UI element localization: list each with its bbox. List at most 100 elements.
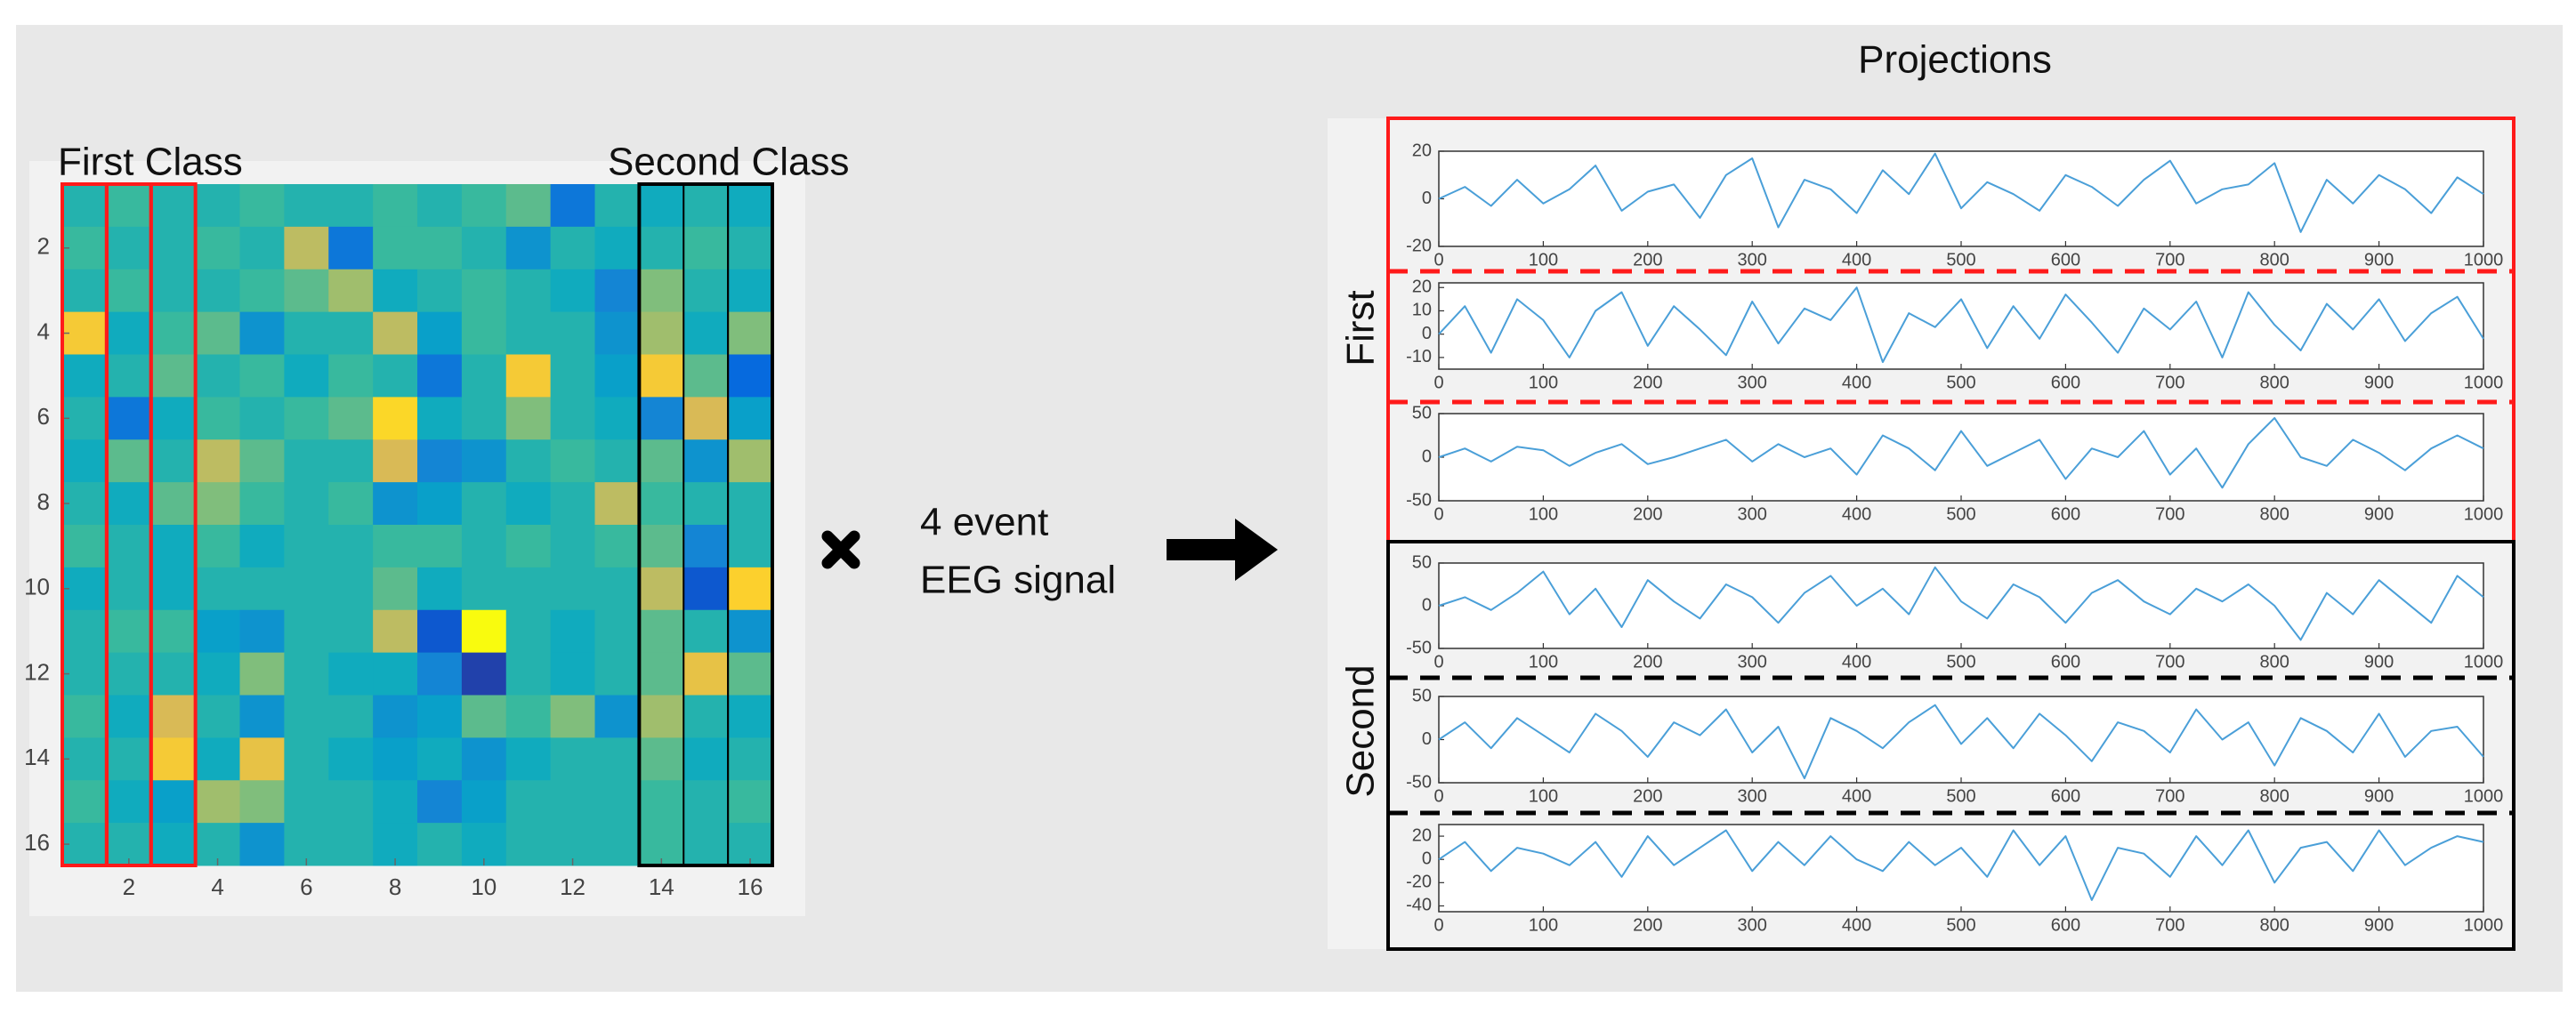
x-tick-label: 600 bbox=[2051, 373, 2080, 392]
x-tick-label: 100 bbox=[1529, 652, 1558, 672]
heatmap-cell bbox=[550, 737, 595, 781]
x-tick-label: 500 bbox=[1946, 373, 1975, 392]
x-tick-label: 800 bbox=[2260, 504, 2289, 524]
x-tick-label: 0 bbox=[1433, 250, 1443, 270]
heatmap-cell bbox=[150, 184, 197, 228]
y-tick-label: -20 bbox=[1406, 236, 1432, 255]
x-tick-label: 200 bbox=[1633, 786, 1662, 806]
heatmap-cell bbox=[195, 652, 240, 696]
heatmap-cell bbox=[461, 397, 507, 440]
x-tick-label: 200 bbox=[1633, 504, 1662, 524]
plot-area bbox=[1438, 824, 2484, 913]
multiply-sign bbox=[821, 530, 860, 569]
heatmap-cell bbox=[417, 652, 463, 696]
heatmap-cell bbox=[150, 311, 197, 355]
heatmap-cell bbox=[150, 609, 197, 654]
heatmap-cell bbox=[62, 269, 108, 313]
heatmap-cell bbox=[150, 439, 197, 483]
heatmap-cell bbox=[417, 269, 463, 313]
heatmap-cell bbox=[683, 354, 729, 398]
heatmap-cell bbox=[417, 354, 463, 398]
y-tick-label: 14 bbox=[24, 744, 50, 770]
signal-line bbox=[1438, 286, 2484, 364]
x-tick-label: 100 bbox=[1529, 504, 1558, 524]
heatmap-cell bbox=[62, 737, 108, 781]
class-box bbox=[149, 182, 198, 867]
heatmap-cell bbox=[284, 567, 329, 611]
heatmap-cell bbox=[328, 652, 374, 696]
heatmap-cell bbox=[239, 439, 285, 483]
heatmap-cell bbox=[550, 652, 595, 696]
heatmap-cell bbox=[373, 567, 418, 611]
heatmap-cell bbox=[639, 609, 684, 654]
heatmap-cell bbox=[505, 525, 552, 568]
heatmap-cell bbox=[106, 226, 152, 270]
plot-area bbox=[1438, 562, 2484, 649]
heatmap-cell bbox=[594, 482, 640, 526]
heatmap-cell bbox=[106, 695, 152, 738]
heatmap-cell bbox=[594, 780, 640, 824]
y-tick-label: 0 bbox=[1422, 324, 1432, 343]
heatmap-cell bbox=[106, 737, 152, 781]
heatmap-cell bbox=[639, 695, 684, 738]
heatmap-cell bbox=[639, 354, 684, 398]
heatmap-cell bbox=[284, 439, 329, 483]
heatmap-cell bbox=[328, 823, 374, 866]
y-tick-label: 0 bbox=[1422, 447, 1432, 466]
heatmap-cell bbox=[284, 184, 329, 228]
heatmap-cell bbox=[594, 439, 640, 483]
heatmap-cell bbox=[328, 525, 374, 568]
heatmap-cell bbox=[150, 226, 197, 270]
heatmap-cell bbox=[461, 737, 507, 781]
heatmap-cell bbox=[239, 226, 285, 270]
heatmap-cell bbox=[728, 184, 773, 228]
x-tick-label: 900 bbox=[2364, 250, 2394, 270]
heatmap-cell bbox=[550, 226, 595, 270]
heatmap-cell bbox=[505, 780, 552, 824]
heatmap-cell bbox=[106, 567, 152, 611]
heatmap-cell bbox=[417, 737, 463, 781]
heatmap-cell bbox=[62, 184, 108, 228]
x-tick-label: 10 bbox=[471, 873, 497, 900]
y-tick-label: 12 bbox=[24, 658, 50, 685]
heatmap-cell bbox=[594, 652, 640, 696]
heatmap-cell bbox=[106, 609, 152, 654]
x-tick-label: 500 bbox=[1946, 652, 1975, 672]
x-tick-label: 400 bbox=[1842, 504, 1871, 524]
heatmap-cell bbox=[373, 439, 418, 483]
heatmap-cell bbox=[239, 609, 285, 654]
x-tick-label: 900 bbox=[2364, 504, 2394, 524]
heatmap-cell bbox=[373, 311, 418, 355]
x-tick-label: 700 bbox=[2155, 915, 2184, 935]
heatmap-cell bbox=[195, 184, 240, 228]
heatmap-cell bbox=[150, 525, 197, 568]
heatmap-cell bbox=[373, 695, 418, 738]
heatmap-cell bbox=[239, 354, 285, 398]
heatmap-cell bbox=[594, 269, 640, 313]
heatmap-cell bbox=[728, 439, 773, 483]
heatmap-cell bbox=[373, 525, 418, 568]
x-tick-label: 1000 bbox=[2464, 786, 2504, 806]
x-tick-label: 12 bbox=[560, 873, 585, 900]
heatmap-cell bbox=[373, 269, 418, 313]
heatmap-cell bbox=[461, 567, 507, 611]
heatmap-cell bbox=[106, 780, 152, 824]
heatmap-cell bbox=[284, 482, 329, 526]
heatmap-cell bbox=[284, 354, 329, 398]
plot-area bbox=[1438, 413, 2484, 502]
x-tick-label: 4 bbox=[211, 873, 223, 900]
y-tick-label: 4 bbox=[37, 318, 50, 344]
x-tick-label: 700 bbox=[2155, 504, 2184, 524]
heatmap-cell bbox=[106, 311, 152, 355]
heatmap-cell bbox=[728, 311, 773, 355]
heatmap-cell bbox=[505, 184, 552, 228]
signal-line bbox=[1438, 152, 2484, 233]
heatmap-cell bbox=[594, 823, 640, 866]
heatmap-cell bbox=[373, 397, 418, 440]
heatmap-cell bbox=[461, 439, 507, 483]
plot-area bbox=[1438, 282, 2484, 370]
x-tick-label: 800 bbox=[2260, 786, 2289, 806]
heatmap-cell bbox=[550, 311, 595, 355]
plot-area bbox=[1438, 150, 2484, 247]
